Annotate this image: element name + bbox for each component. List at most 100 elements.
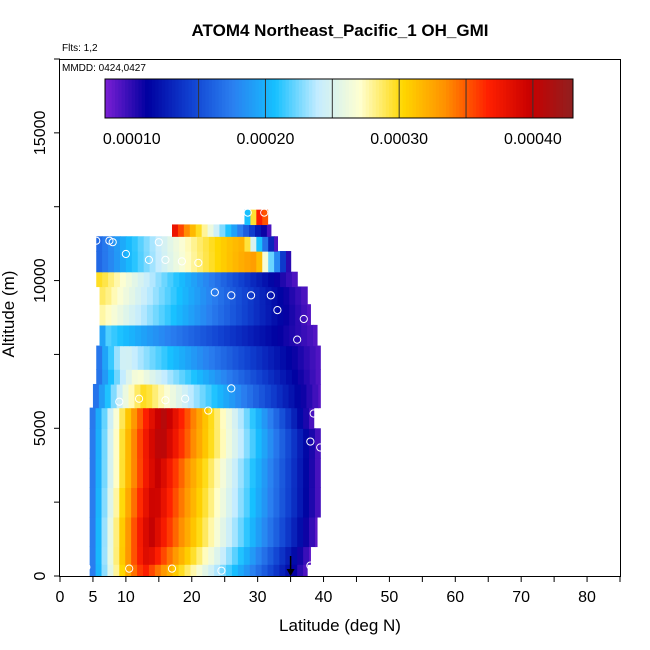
- heatmap-cell: [137, 457, 144, 488]
- heatmap-cell: [247, 286, 255, 305]
- heatmap-cell: [214, 487, 221, 518]
- colorbar-swatch: [268, 79, 273, 118]
- colorbar-swatch: [489, 79, 494, 118]
- heatmap-cell: [108, 369, 115, 385]
- heatmap-cell: [122, 383, 130, 409]
- heatmap-cell: [167, 369, 174, 385]
- colorbar-swatch: [158, 79, 163, 118]
- x-tick-label: 20: [183, 589, 201, 606]
- heatmap-cell: [297, 345, 305, 370]
- heatmap-cell: [276, 383, 284, 409]
- colorbar-swatch: [312, 79, 317, 118]
- colorbar-swatch: [342, 79, 347, 118]
- heatmap-cell: [226, 345, 234, 370]
- heatmap-cell: [291, 428, 298, 459]
- heatmap-cell: [179, 345, 186, 370]
- heatmap-cell: [172, 224, 179, 237]
- heatmap-cell: [166, 516, 174, 548]
- heatmap-cell: [114, 369, 121, 385]
- heatmap-cell: [226, 407, 233, 429]
- colorbar-tick-label: 0.00010: [103, 131, 161, 148]
- heatmap-cell: [307, 304, 311, 326]
- heatmap-cell: [137, 345, 145, 370]
- heatmap-cell: [214, 271, 222, 288]
- heatmap-cell: [149, 369, 157, 385]
- heatmap-cell: [244, 236, 251, 252]
- heatmap-cell: [129, 286, 136, 305]
- heatmap-cell: [102, 236, 109, 252]
- x-tick-label: 40: [315, 589, 333, 606]
- heatmap-cell: [196, 516, 203, 548]
- heatmap-cell: [184, 457, 192, 488]
- colorbar-swatch: [232, 79, 236, 118]
- heatmap-cell: [267, 428, 275, 459]
- heatmap-cell: [212, 304, 219, 326]
- colorbar-swatch: [462, 79, 467, 118]
- colorbar-swatch: [105, 79, 109, 118]
- heatmap-cell: [265, 304, 273, 326]
- heatmap-cell: [237, 564, 245, 577]
- heatmap-cell: [105, 286, 112, 305]
- heatmap-cell: [300, 383, 307, 409]
- heatmap-cell: [194, 304, 201, 326]
- heatmap-cell: [312, 383, 319, 409]
- y-tick-label: 15000: [32, 111, 49, 156]
- heatmap-cell: [249, 564, 257, 577]
- heatmap-cell: [196, 407, 203, 429]
- colorbar-swatch: [131, 79, 136, 118]
- data-point: [121, 249, 130, 259]
- heatmap-cell: [197, 236, 204, 252]
- heatmap-cell: [253, 324, 261, 347]
- heatmap-cell: [199, 383, 207, 409]
- colorbar-swatch: [339, 79, 343, 118]
- heatmap-cell: [214, 457, 221, 488]
- heatmap-cell: [129, 304, 136, 326]
- heatmap-cell: [200, 324, 207, 347]
- heatmap-cell: [95, 407, 103, 429]
- heatmap-cell: [113, 457, 120, 488]
- heatmap-cell: [309, 487, 316, 518]
- heatmap-cell: [107, 564, 114, 577]
- heatmap-cell: [213, 224, 221, 237]
- colorbar-swatch: [392, 79, 397, 118]
- heatmap-cell: [160, 428, 168, 459]
- heatmap-cell: [178, 546, 186, 565]
- heatmap-cell: [220, 345, 228, 370]
- heatmap-cell: [173, 271, 180, 288]
- data-point: [243, 208, 252, 217]
- colorbar-swatch: [382, 79, 387, 118]
- heatmap-cell: [277, 324, 284, 347]
- heatmap-cell: [285, 407, 292, 429]
- heatmap-cell: [244, 271, 251, 288]
- heatmap-cell: [249, 457, 257, 488]
- colorbar-swatch: [449, 79, 454, 118]
- heatmap-cell: [208, 516, 215, 548]
- colorbar-swatch: [399, 79, 404, 118]
- heatmap-cell: [158, 324, 166, 347]
- heatmap-cell: [280, 345, 287, 370]
- colorbar-swatch: [198, 79, 203, 118]
- colorbar-swatch: [429, 79, 434, 118]
- heatmap-cell: [202, 564, 209, 577]
- heatmap-cell: [101, 564, 109, 577]
- x-axis: 0 5 10 20 30 40 50 60 70 80: [56, 576, 621, 606]
- heatmap-cell: [148, 428, 156, 459]
- colorbar-swatch: [242, 79, 246, 118]
- colorbar-swatch: [566, 79, 571, 118]
- colorbar-swatch: [372, 79, 377, 118]
- colorbar-swatch: [315, 79, 320, 118]
- heatmap-cell: [285, 516, 292, 548]
- colorbar-swatch: [479, 79, 484, 118]
- heatmap-cell: [140, 383, 147, 409]
- colorbar-swatch: [175, 79, 180, 118]
- heatmap-cell: [218, 324, 225, 347]
- heatmap-cell: [160, 457, 168, 488]
- heatmap-cell: [301, 324, 308, 347]
- heatmap-cell: [273, 457, 280, 488]
- heatmap-cell: [179, 369, 186, 385]
- heatmap-cell: [95, 516, 103, 548]
- heatmap-cell: [107, 428, 114, 459]
- colorbar-swatch: [529, 79, 534, 118]
- heatmap-cell: [291, 564, 298, 577]
